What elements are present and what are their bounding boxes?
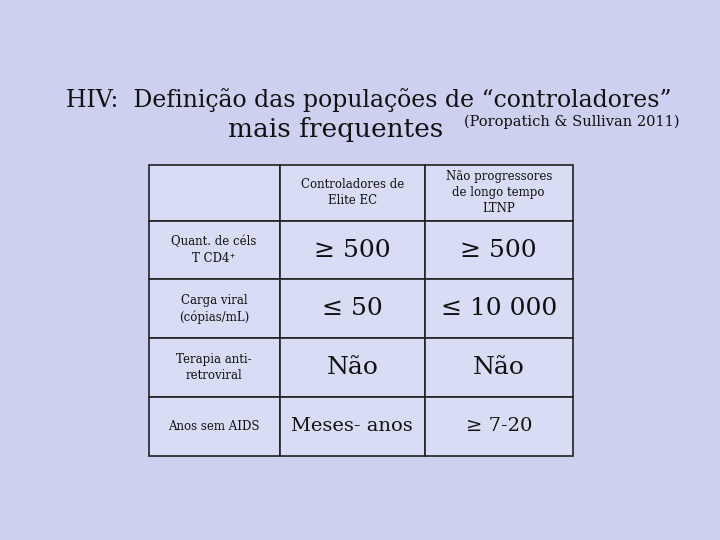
Text: Terapia anti-
retroviral: Terapia anti- retroviral <box>176 353 252 382</box>
Text: Não progressores
de longo tempo
LTNP: Não progressores de longo tempo LTNP <box>446 170 552 215</box>
Text: Carga viral
(cópias/mL): Carga viral (cópias/mL) <box>179 294 249 323</box>
Text: ≤ 10 000: ≤ 10 000 <box>441 298 557 320</box>
Bar <box>148 338 280 397</box>
Text: Quant. de céls
T CD4⁺: Quant. de céls T CD4⁺ <box>171 235 257 265</box>
Bar <box>425 397 572 456</box>
Bar <box>425 165 572 221</box>
Text: Não: Não <box>326 356 378 379</box>
Text: ≥ 500: ≥ 500 <box>314 239 390 261</box>
Bar <box>148 397 280 456</box>
Bar <box>148 221 280 280</box>
Text: Não: Não <box>473 356 525 379</box>
Bar <box>148 280 280 338</box>
Bar <box>425 280 572 338</box>
Bar <box>280 221 425 280</box>
Bar <box>425 338 572 397</box>
Text: Controladores de
Elite EC: Controladores de Elite EC <box>301 178 404 207</box>
Bar <box>280 165 425 221</box>
Text: HIV:  Definição das populações de “controladores”: HIV: Definição das populações de “contro… <box>66 87 672 112</box>
Text: Meses- anos: Meses- anos <box>292 417 413 435</box>
Bar <box>425 221 572 280</box>
Bar <box>280 397 425 456</box>
Bar <box>148 165 280 221</box>
Text: Anos sem AIDS: Anos sem AIDS <box>168 420 260 433</box>
Bar <box>280 338 425 397</box>
Text: mais frequentes: mais frequentes <box>228 117 443 142</box>
Text: ≤ 50: ≤ 50 <box>322 298 382 320</box>
Text: (Poropatich & Sullivan 2011): (Poropatich & Sullivan 2011) <box>464 114 680 129</box>
Text: ≥ 500: ≥ 500 <box>460 239 537 261</box>
Text: ≥ 7-20: ≥ 7-20 <box>466 417 532 435</box>
Bar <box>280 280 425 338</box>
